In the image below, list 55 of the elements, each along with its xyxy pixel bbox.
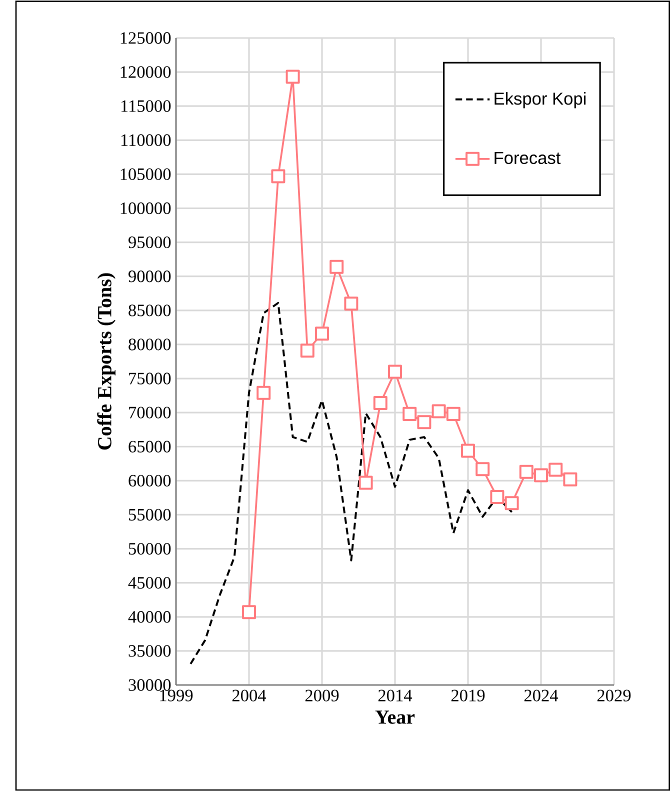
y-tick-label: 95000 bbox=[128, 236, 171, 248]
x-tick-label: 2014 bbox=[378, 690, 412, 702]
y-tick-label: 85000 bbox=[128, 304, 171, 316]
point bbox=[490, 490, 504, 504]
point bbox=[446, 406, 460, 421]
y-tick-label: 100000 bbox=[120, 202, 171, 214]
y-axis-title: Coffe Exports (Tons) bbox=[97, 273, 116, 450]
point bbox=[417, 415, 432, 430]
point bbox=[344, 296, 358, 311]
point bbox=[519, 464, 534, 479]
y-tick-label: 40000 bbox=[128, 611, 171, 623]
x-tick-label: 2019 bbox=[451, 690, 485, 702]
y-tick-label: 35000 bbox=[128, 645, 171, 657]
point bbox=[271, 169, 286, 184]
point bbox=[432, 404, 446, 418]
x-tick-label: 2024 bbox=[524, 690, 558, 702]
point bbox=[563, 472, 578, 486]
y-tick-label: 75000 bbox=[129, 372, 171, 384]
legend-label: Forecast bbox=[494, 152, 561, 164]
y-tick-label: 120000 bbox=[120, 66, 171, 78]
point bbox=[373, 396, 388, 410]
y-tick-label: 105000 bbox=[120, 168, 171, 180]
y-tick-label: 125000 bbox=[120, 32, 171, 44]
point bbox=[476, 462, 490, 476]
point bbox=[242, 605, 256, 620]
point bbox=[504, 496, 519, 510]
y-tick-label: 70000 bbox=[129, 406, 171, 418]
y-tick-label: 115000 bbox=[121, 100, 171, 112]
point bbox=[388, 364, 402, 379]
y-tick-label: 30000 bbox=[128, 679, 171, 691]
point bbox=[402, 406, 417, 421]
x-tick-label: 2004 bbox=[232, 690, 266, 702]
y-tick-label: 110000 bbox=[121, 134, 171, 146]
point bbox=[330, 260, 344, 274]
y-tick-label: 50000 bbox=[128, 542, 171, 555]
x-axis-title: Year bbox=[375, 710, 415, 724]
x-tick-label: 2029 bbox=[597, 690, 631, 702]
y-tick-label: 80000 bbox=[128, 338, 171, 350]
point bbox=[461, 444, 475, 458]
point bbox=[358, 476, 373, 490]
point bbox=[534, 468, 548, 482]
y-tick-label: 60000 bbox=[128, 474, 171, 487]
point bbox=[300, 344, 314, 358]
x-tick-label: 2009 bbox=[305, 690, 339, 702]
legend-label: Ekspor Kopi bbox=[494, 92, 586, 108]
y-tick-label: 90000 bbox=[128, 270, 171, 282]
y-tick-label: 45000 bbox=[128, 576, 171, 589]
point bbox=[286, 70, 300, 84]
point bbox=[315, 326, 329, 341]
point bbox=[256, 386, 271, 400]
point bbox=[548, 462, 563, 477]
x-tick-label: 1999 bbox=[160, 690, 193, 702]
y-tick-label: 55000 bbox=[128, 508, 171, 521]
line-series bbox=[190, 302, 513, 665]
y-tick-label: 65000 bbox=[128, 440, 171, 452]
